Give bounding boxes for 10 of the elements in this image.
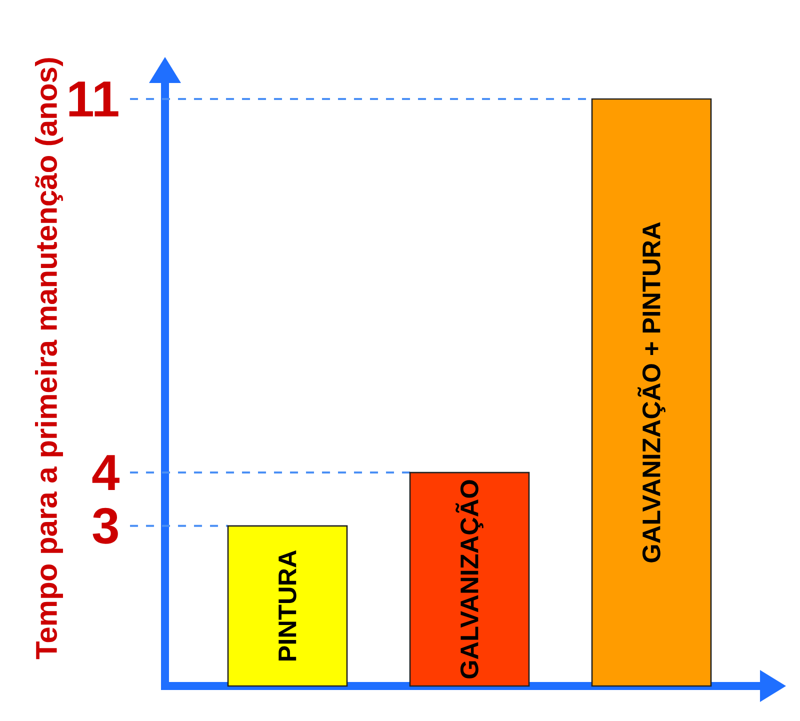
x-tick-label: GALVANIZAÇÃO: [456, 480, 484, 678]
x-tick-label: PINTURA: [278, 550, 296, 661]
y-tick-label: 3: [92, 508, 118, 544]
bar: [409, 472, 530, 687]
bar: [227, 525, 348, 687]
y-tick-label: 11: [69, 82, 118, 116]
y-axis-title: Tempo para a primeira manutenção (anos): [35, 58, 63, 660]
bar: [591, 98, 712, 687]
x-tick-label: GALVANIZAÇÃO + PINTURA: [638, 222, 666, 562]
y-tick-label: 4: [92, 455, 120, 490]
